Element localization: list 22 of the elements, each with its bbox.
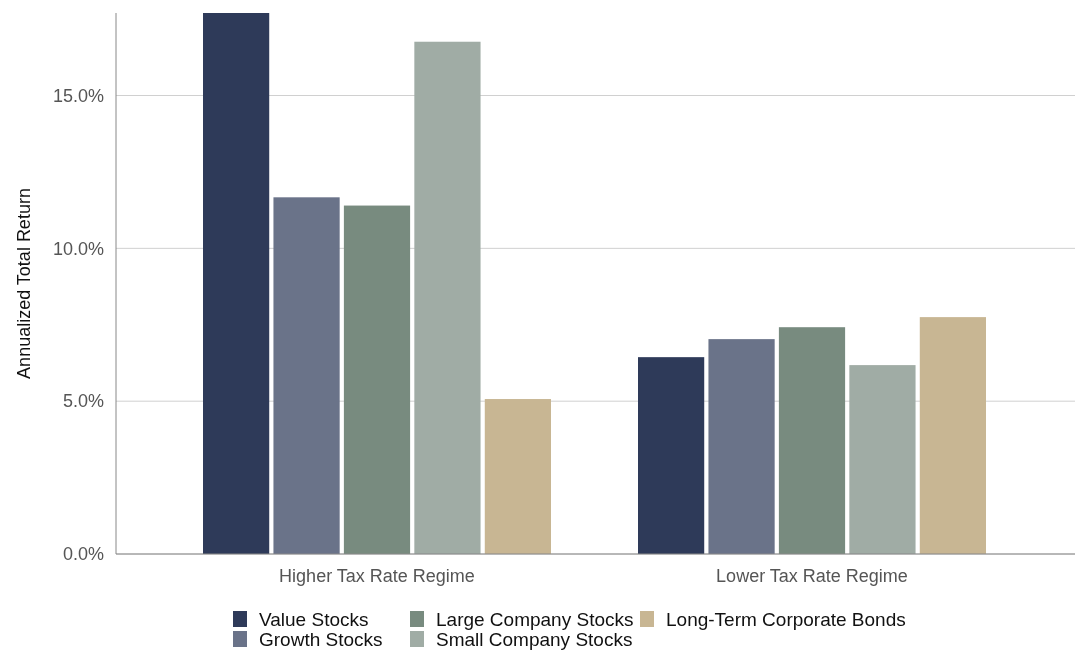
legend-label: Small Company Stocks	[436, 629, 633, 650]
y-tick-label: 0.0%	[62, 544, 104, 565]
bar	[708, 339, 775, 554]
y-tick-label: 10.0%	[52, 238, 104, 259]
bar	[343, 205, 411, 554]
bar	[203, 13, 270, 554]
bar	[484, 399, 551, 554]
bar	[919, 317, 986, 554]
legend-label: Growth Stocks	[259, 629, 383, 650]
bar	[849, 365, 916, 554]
x-tick-label: Lower Tax Rate Regime	[716, 566, 908, 586]
legend-label: Value Stocks	[259, 609, 369, 630]
bar	[273, 197, 340, 554]
x-tick-label: Higher Tax Rate Regime	[279, 566, 475, 586]
bar	[414, 41, 481, 554]
y-tick-label: 15.0%	[52, 85, 104, 106]
legend-label: Large Company Stocks	[436, 609, 634, 630]
y-tick-label: 5.0%	[62, 391, 104, 412]
bar	[778, 327, 846, 554]
y-axis-title: Annualized Total Return	[14, 188, 34, 379]
legend-label: Long-Term Corporate Bonds	[666, 609, 906, 630]
bar	[638, 357, 705, 554]
